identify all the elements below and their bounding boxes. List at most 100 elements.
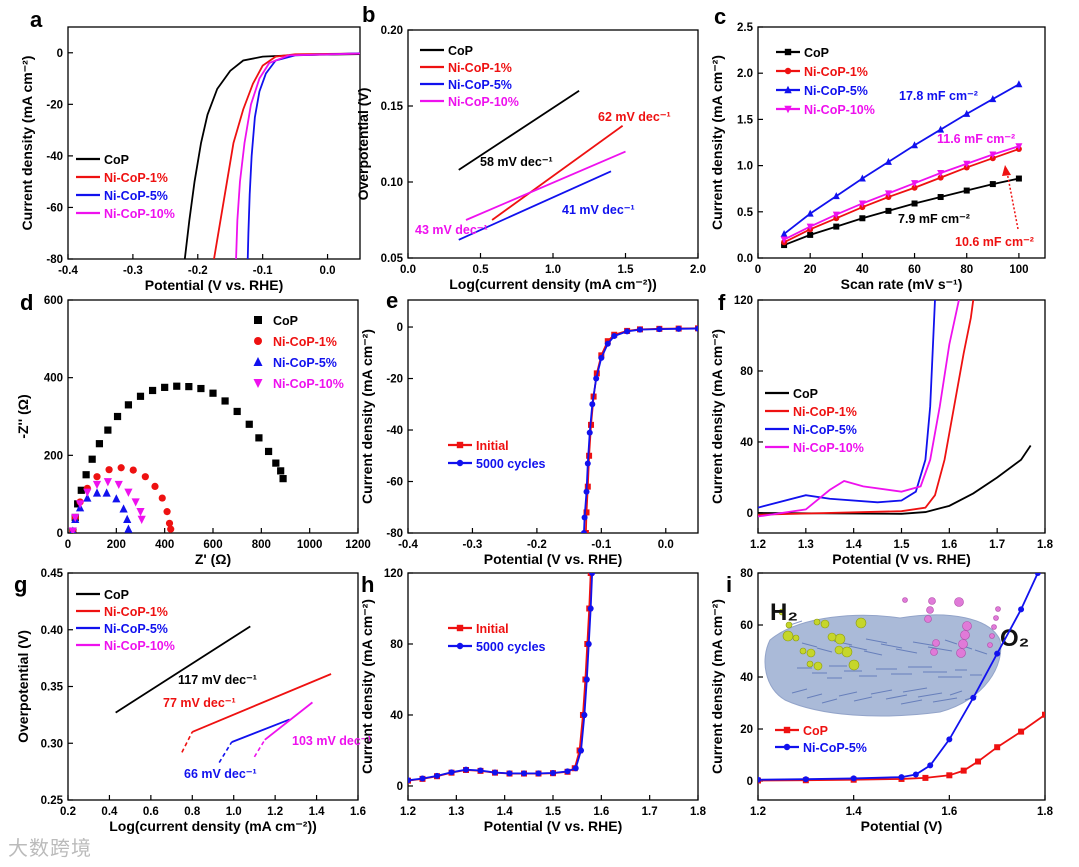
series-cop-point bbox=[77, 486, 85, 494]
legend-label: Ni-CoP-10% bbox=[273, 377, 344, 391]
x-tick-label: 1.2 bbox=[400, 806, 416, 818]
nanosheet-edge bbox=[801, 642, 818, 648]
series-ni-cop-5--point bbox=[1015, 80, 1023, 88]
y-tick-label: -60 bbox=[386, 477, 403, 489]
series-5000-cycles-point bbox=[448, 769, 455, 776]
series-ni-cop-5--point bbox=[806, 209, 814, 217]
series-cop-line bbox=[115, 625, 251, 714]
series-5000-cycles-point bbox=[550, 770, 556, 777]
legend-label: CoP bbox=[104, 153, 129, 167]
series-ni-cop-1--point bbox=[105, 466, 113, 474]
h2-bubble bbox=[855, 617, 867, 629]
y-tick-label: 0.05 bbox=[381, 253, 404, 265]
annotation-label: 103 mV dec⁻¹ bbox=[292, 734, 372, 748]
series-5000-cycles-point bbox=[477, 767, 484, 774]
h2-label: H₂ bbox=[770, 599, 798, 626]
series-ni-cop-1--point bbox=[165, 519, 174, 527]
y-tick-label: 120 bbox=[734, 295, 753, 307]
h2-bubble bbox=[778, 608, 786, 616]
nanosheet-edge bbox=[848, 645, 868, 651]
series-ni-cop-1--line bbox=[191, 673, 332, 733]
panel-label: b bbox=[362, 2, 375, 27]
y-axis-title: Current density (mA cm⁻²) bbox=[709, 329, 725, 504]
series-5000-cycles-point bbox=[408, 777, 411, 784]
o2-bubble bbox=[956, 648, 966, 658]
panel-label: h bbox=[361, 572, 374, 597]
series-cop-point bbox=[185, 382, 193, 391]
x-tick-label: 100 bbox=[1009, 264, 1028, 276]
nanosheet-edge bbox=[974, 649, 988, 655]
y-tick-label: 0 bbox=[57, 528, 63, 540]
series-ni-cop-5--point bbox=[83, 493, 92, 502]
legend-marker bbox=[456, 642, 464, 650]
x-tick-label: -0.1 bbox=[591, 539, 611, 551]
o2-bubble bbox=[987, 642, 993, 648]
series-5000-cycles-point bbox=[589, 401, 596, 408]
plot-area bbox=[758, 573, 1045, 784]
x-tick-label: 1.3 bbox=[798, 539, 814, 551]
x-axis-title: Log(current density (mA cm⁻²)) bbox=[449, 276, 657, 292]
y-tick-label: 0 bbox=[747, 508, 753, 520]
annotation-label: 17.8 mF cm⁻² bbox=[899, 89, 978, 103]
nanosheet-edge bbox=[900, 699, 923, 705]
series-ni-cop-1--point bbox=[158, 494, 166, 502]
legend-label: CoP bbox=[804, 46, 829, 60]
x-axis-title: Log(current density (mA cm⁻²)) bbox=[109, 818, 317, 834]
y-tick-label: -80 bbox=[386, 528, 403, 540]
series-5000-cycles-point bbox=[535, 770, 542, 777]
legend-label: Ni-CoP-10% bbox=[804, 103, 875, 117]
plot-area bbox=[183, 52, 360, 259]
y-tick-label: 1.0 bbox=[737, 161, 753, 173]
legend-label: Ni-CoP-10% bbox=[448, 95, 519, 109]
x-axis-title: Potential (V) bbox=[861, 818, 943, 834]
series-ni-cop-1--point bbox=[167, 525, 175, 533]
o2-bubble bbox=[958, 639, 968, 649]
x-tick-label: 2.0 bbox=[690, 264, 706, 276]
h2-bubble bbox=[799, 647, 807, 655]
series-cop-point bbox=[272, 459, 280, 467]
y-axis-title: Current density (mA cm⁻²) bbox=[709, 55, 725, 230]
series-ni-cop-10--point bbox=[911, 180, 919, 188]
y-tick-label: 200 bbox=[44, 450, 63, 462]
h2-bubble bbox=[820, 619, 830, 629]
series-ni-cop-10--point bbox=[806, 223, 814, 231]
series-ni-cop-5--point bbox=[850, 775, 857, 782]
series-cop-point bbox=[124, 401, 133, 409]
x-tick-label: 1.5 bbox=[545, 806, 562, 818]
series-ni-cop-10--line bbox=[758, 300, 960, 518]
series-5000-cycles-point bbox=[578, 747, 585, 754]
series-ni-cop-10--point bbox=[68, 527, 77, 533]
y-tick-label: 0.40 bbox=[41, 625, 63, 637]
y-tick-label: -80 bbox=[46, 254, 63, 266]
legend-marker bbox=[456, 459, 464, 467]
nanosheet-edge bbox=[895, 648, 918, 654]
h2-bubble bbox=[806, 660, 814, 668]
legend-label: CoP bbox=[803, 724, 828, 738]
series-ni-cop-1--point bbox=[93, 473, 101, 481]
nanosheet-edge bbox=[863, 650, 883, 656]
legend-marker bbox=[784, 105, 792, 114]
series-ni-cop-10--point bbox=[136, 508, 145, 517]
h2-bubble bbox=[813, 661, 823, 671]
panel-label: e bbox=[386, 288, 398, 313]
series-ni-cop-5--point bbox=[937, 125, 945, 133]
series-ni-cop-5--fit-dashed bbox=[218, 741, 233, 763]
x-tick-label: 1.4 bbox=[497, 806, 514, 818]
series-5000-cycles-point bbox=[586, 429, 593, 436]
plot-frame bbox=[757, 572, 1046, 801]
x-tick-label: -0.4 bbox=[398, 539, 418, 551]
series-cop-line bbox=[458, 90, 580, 171]
series-ni-cop-5--point bbox=[970, 694, 977, 701]
x-tick-label: 1.8 bbox=[690, 806, 707, 818]
y-tick-label: 40 bbox=[740, 672, 753, 684]
panel-label: f bbox=[718, 290, 726, 315]
x-tick-label: 1.2 bbox=[267, 806, 283, 818]
h2-bubble bbox=[834, 645, 844, 655]
series-cop-point bbox=[946, 772, 953, 779]
plot-area bbox=[115, 625, 332, 763]
series-cop-point bbox=[209, 389, 217, 397]
series-ni-cop-5--point bbox=[994, 650, 1001, 657]
series-ni-cop-10--point bbox=[103, 478, 112, 487]
x-axis-title: Potential (V vs. RHE) bbox=[484, 551, 622, 567]
h2-bubble bbox=[806, 648, 816, 658]
